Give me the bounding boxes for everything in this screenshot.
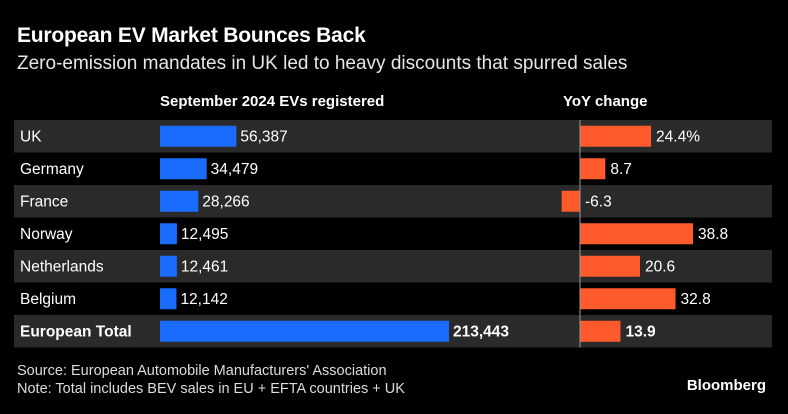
yoy-value-norway: 38.8: [698, 226, 728, 243]
registered-value-france: 28,266: [202, 193, 249, 210]
yoy-bar-european-total: [580, 320, 621, 342]
row-label-france: France: [20, 193, 68, 210]
yoy-value-netherlands: 20.6: [645, 258, 675, 275]
chart-subtitle: Zero-emission mandates in UK led to heav…: [17, 53, 628, 74]
yoy-value-germany: 8.7: [610, 161, 632, 178]
row-band-netherlands: [14, 250, 772, 283]
bloomberg-logo: Bloomberg: [686, 377, 766, 394]
column-header-registered: September 2024 EVs registered: [160, 93, 385, 110]
row-label-germany: Germany: [20, 161, 84, 178]
registered-bar-norway: [160, 223, 177, 245]
registered-value-norway: 12,495: [181, 226, 228, 243]
row-label-uk: UK: [20, 128, 42, 145]
source-text: Source: European Automobile Manufacturer…: [17, 363, 387, 379]
yoy-value-belgium: 32.8: [681, 291, 711, 308]
row-label-belgium: Belgium: [20, 291, 76, 308]
row-band-france: [14, 185, 772, 218]
row-label-norway: Norway: [20, 226, 73, 243]
yoy-value-france: -6.3: [585, 193, 612, 210]
yoy-bar-belgium: [580, 288, 676, 310]
yoy-bar-netherlands: [580, 255, 640, 277]
registered-value-european-total: 213,443: [453, 323, 509, 340]
registered-bar-netherlands: [160, 255, 177, 277]
registered-value-uk: 56,387: [240, 128, 287, 145]
yoy-bar-norway: [580, 223, 693, 245]
row-label-netherlands: Netherlands: [20, 258, 104, 275]
registered-bar-france: [160, 190, 199, 212]
yoy-bar-germany: [580, 158, 606, 180]
chart-title: European EV Market Bounces Back: [17, 24, 366, 47]
column-header-yoy: YoY change: [563, 93, 648, 110]
chart-footnote: Source: European Automobile Manufacturer…: [17, 362, 405, 398]
chart-table: UK 56,387 24.4% Germany 34,479 8.7 France 28,26…: [14, 120, 772, 348]
yoy-bar-france: [561, 190, 580, 212]
note-text: Note: Total includes BEV sales in EU + E…: [17, 381, 405, 397]
yoy-bar-uk: [580, 125, 652, 147]
registered-value-germany: 34,479: [211, 161, 258, 178]
yoy-value-european-total: 13.9: [625, 323, 656, 340]
registered-bar-uk: [160, 125, 237, 147]
registered-value-netherlands: 12,461: [181, 258, 228, 275]
registered-bar-belgium: [160, 288, 177, 310]
row-label-european-total: European Total: [20, 323, 132, 340]
registered-value-belgium: 12,142: [180, 291, 227, 308]
yoy-value-uk: 24.4%: [656, 128, 700, 145]
registered-bar-germany: [160, 158, 207, 180]
registered-bar-european-total: [160, 320, 449, 342]
